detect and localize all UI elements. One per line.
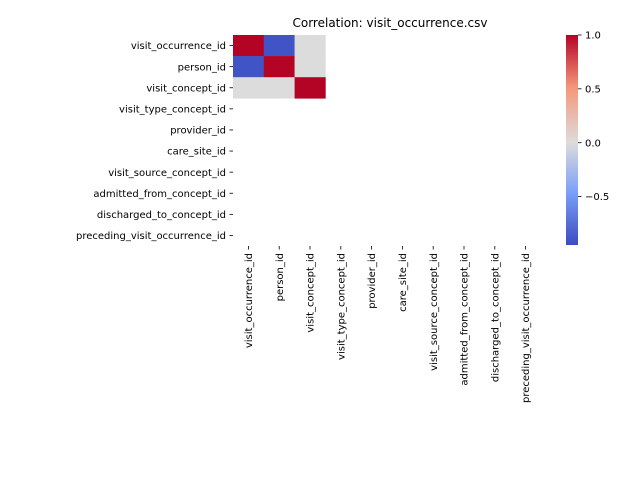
colorbar-tick-label: −0.5: [585, 192, 609, 203]
heatmap-cell: [294, 77, 326, 99]
y-tick-label: visit_source_concept_id: [108, 168, 226, 179]
heatmap-cell: [233, 56, 265, 78]
heatmap-cell: [263, 35, 295, 57]
colorbar-tick-label: 1.0: [585, 31, 601, 42]
x-axis-ticks: visit_occurrence_id person_id visit_concep…: [244, 246, 532, 403]
y-tick-label: provider_id: [170, 126, 226, 137]
chart-title: Correlation: visit_occurrence.csv: [292, 16, 487, 30]
x-tick-label: discharged_to_concept_id: [490, 253, 501, 382]
y-tick-label: discharged_to_concept_id: [97, 210, 226, 221]
heatmap-cells: [233, 35, 326, 99]
x-tick-label: visit_source_concept_id: [429, 253, 440, 371]
y-tick-label: admitted_from_concept_id: [93, 189, 226, 200]
heatmap-cell: [233, 77, 265, 99]
y-tick-label: person_id: [178, 62, 226, 73]
x-tick-label: visit_type_concept_id: [336, 253, 347, 360]
colorbar-tick-label: 0.0: [585, 138, 601, 149]
x-tick-label: person_id: [275, 253, 286, 301]
x-tick-label: admitted_from_concept_id: [460, 253, 471, 386]
heatmap-cell: [263, 77, 295, 99]
x-tick-label: preceding_visit_occurrence_id: [521, 253, 532, 403]
y-tick-label: preceding_visit_occurrence_id: [76, 231, 226, 242]
heatmap-cell: [263, 56, 295, 78]
x-tick-label: care_site_id: [398, 253, 409, 312]
heatmap-cell: [294, 35, 326, 57]
colorbar-tick-label: 0.5: [585, 84, 601, 95]
y-axis-ticks: visit_occurrence_id person_id visit_concep…: [76, 41, 233, 242]
y-tick-label: visit_concept_id: [146, 83, 226, 94]
colorbar: [566, 35, 578, 245]
x-tick-label: visit_concept_id: [306, 253, 317, 333]
y-tick-label: care_site_id: [167, 147, 226, 158]
x-tick-label: provider_id: [367, 253, 378, 309]
heatmap-cell: [233, 35, 265, 57]
y-tick-label: visit_occurrence_id: [131, 41, 226, 52]
x-tick-label: visit_occurrence_id: [244, 253, 255, 348]
heatmap-cell: [294, 56, 326, 78]
y-tick-label: visit_type_concept_id: [119, 104, 226, 115]
colorbar-ticks: −0.5 0.0 0.5 1.0: [578, 31, 609, 203]
